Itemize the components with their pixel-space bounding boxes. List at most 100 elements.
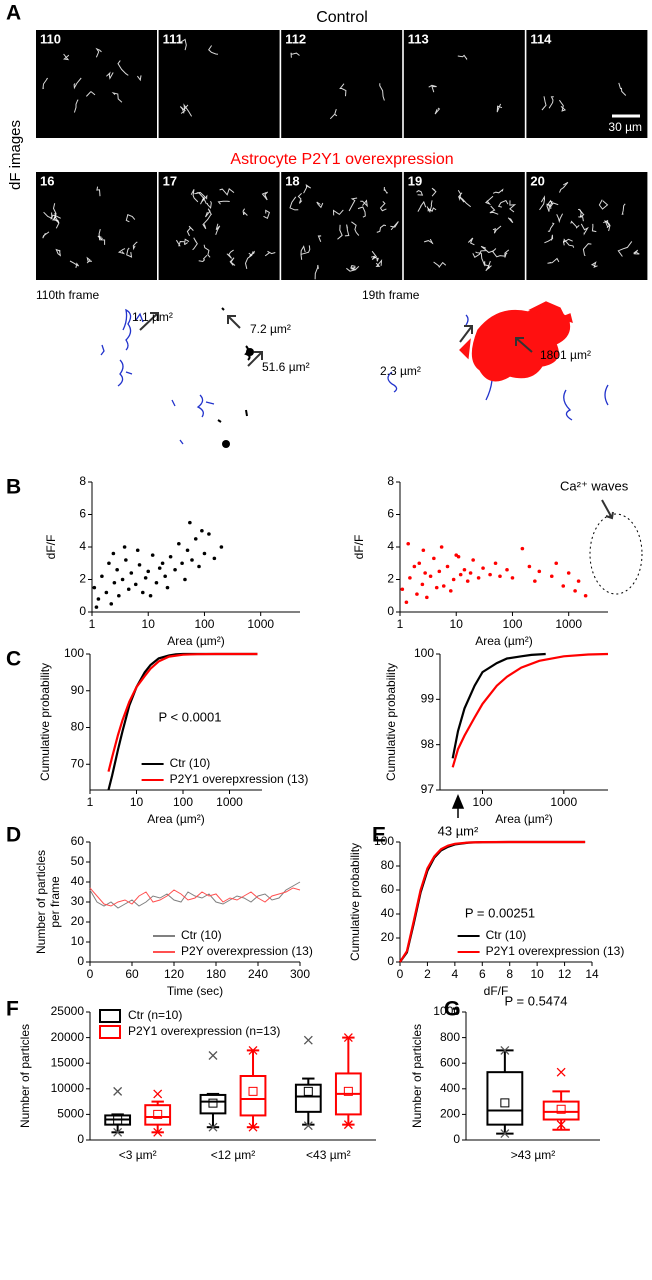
x-tick-label: 1000 — [550, 795, 577, 809]
signal-trace — [183, 103, 193, 117]
signal-trace — [205, 208, 212, 218]
scatter-point — [157, 566, 162, 570]
box-body — [294, 1083, 322, 1113]
y-axis-label: Number of particles — [410, 1024, 424, 1128]
signal-trace — [350, 265, 360, 270]
scatter-point — [406, 541, 411, 546]
signal-trace — [547, 222, 555, 232]
y-tick-label: 80 — [381, 858, 395, 872]
panel-letter: A — [6, 2, 21, 25]
x-tick-label: 100 — [472, 795, 492, 809]
scatter-point — [481, 566, 485, 570]
frame-label: 114 — [530, 31, 552, 46]
legend-label: P2Y overexpression (13) — [181, 944, 313, 958]
y-axis-label: Number of particles — [34, 850, 48, 954]
signal-trace — [244, 252, 253, 270]
x-tick-label: 10 — [142, 617, 156, 631]
signal-trace — [289, 196, 299, 211]
scatter-point — [451, 577, 456, 582]
y-axis-label: Cumulative probability — [38, 663, 52, 781]
box-mean — [153, 1109, 163, 1119]
box-extreme — [343, 1120, 353, 1130]
frame-label: 110 — [40, 31, 61, 46]
box-extreme — [303, 1035, 313, 1045]
y-tick-label: 40 — [71, 874, 85, 888]
signal-trace — [111, 92, 123, 103]
y-tick-label: 600 — [440, 1055, 460, 1069]
panel-letter: F — [6, 998, 19, 1021]
scatter-point — [150, 553, 155, 557]
signal-trace — [357, 206, 366, 218]
scatter-point — [505, 567, 509, 572]
signal-trace — [492, 188, 504, 194]
frame-label: 20 — [530, 173, 544, 188]
x-tick-label: >43 µm² — [511, 1148, 556, 1162]
blue-event — [100, 308, 144, 356]
y-tick-label: 10000 — [51, 1081, 85, 1095]
signal-trace — [198, 254, 208, 263]
box-body — [542, 1100, 580, 1121]
signal-trace — [580, 223, 589, 236]
annotation-arrow — [601, 499, 614, 520]
x-axis-label: Area (µm²) — [495, 812, 553, 826]
line-series — [451, 652, 546, 759]
signal-trace — [179, 106, 186, 114]
signal-trace — [125, 214, 136, 223]
signal-trace — [86, 256, 93, 264]
scatter-point — [197, 564, 201, 569]
scatter-point — [498, 574, 502, 579]
y-tick-label: 4 — [387, 539, 394, 553]
scatter-point — [126, 587, 131, 592]
legend-label: P2Y1 overexpression (n=13) — [128, 1024, 280, 1038]
x-tick-label: 1000 — [555, 617, 582, 631]
box-mean — [208, 1098, 218, 1108]
signal-trace — [633, 249, 640, 255]
y-tick-label: 2 — [79, 572, 86, 586]
scatter-point — [173, 567, 177, 572]
line-series — [89, 881, 301, 909]
signal-trace — [300, 245, 306, 260]
y-tick-label: 0 — [453, 1132, 460, 1146]
signal-trace — [317, 235, 322, 243]
signal-trace — [547, 257, 560, 264]
image-frame — [526, 172, 648, 280]
y-tick-label: 50 — [71, 854, 85, 868]
signal-trace — [219, 187, 235, 196]
scatter-point — [527, 564, 532, 569]
signal-trace — [563, 238, 575, 248]
signal-trace — [621, 203, 626, 216]
box-extreme — [248, 1122, 258, 1132]
panel-letter: C — [6, 648, 21, 671]
signal-trace — [106, 71, 114, 80]
frame-label: 112 — [285, 31, 306, 46]
y-tick-label: 0 — [79, 604, 86, 618]
box-extreme — [248, 1045, 258, 1055]
legend-label: Ctr (10) — [486, 928, 527, 942]
signal-trace — [242, 208, 248, 216]
signal-trace — [591, 223, 597, 233]
signal-trace — [42, 77, 49, 90]
x-tick-label: 10 — [530, 967, 544, 981]
wave-circle — [589, 513, 643, 595]
scatter-point — [537, 569, 542, 574]
x-tick-label: 240 — [248, 967, 268, 981]
y-tick-label: 1000 — [433, 1004, 460, 1018]
arrow — [515, 337, 533, 353]
y-tick-label: 4 — [79, 539, 86, 553]
panel-letter: E — [372, 824, 386, 847]
signal-trace — [360, 199, 368, 208]
scatter-point — [404, 600, 409, 605]
line-series — [107, 652, 258, 772]
y-tick-label: 20 — [381, 930, 395, 944]
box-extreme — [303, 1121, 313, 1131]
scatter-point — [122, 545, 127, 549]
scatter-point — [163, 574, 167, 579]
signal-trace — [346, 266, 357, 272]
scatter-point — [190, 558, 194, 562]
signal-trace — [132, 241, 138, 251]
scatter-point — [458, 572, 463, 577]
legend-swatch — [99, 1025, 121, 1039]
scatter-point — [185, 548, 190, 553]
signal-trace — [229, 257, 236, 266]
box-extreme — [113, 1127, 123, 1137]
